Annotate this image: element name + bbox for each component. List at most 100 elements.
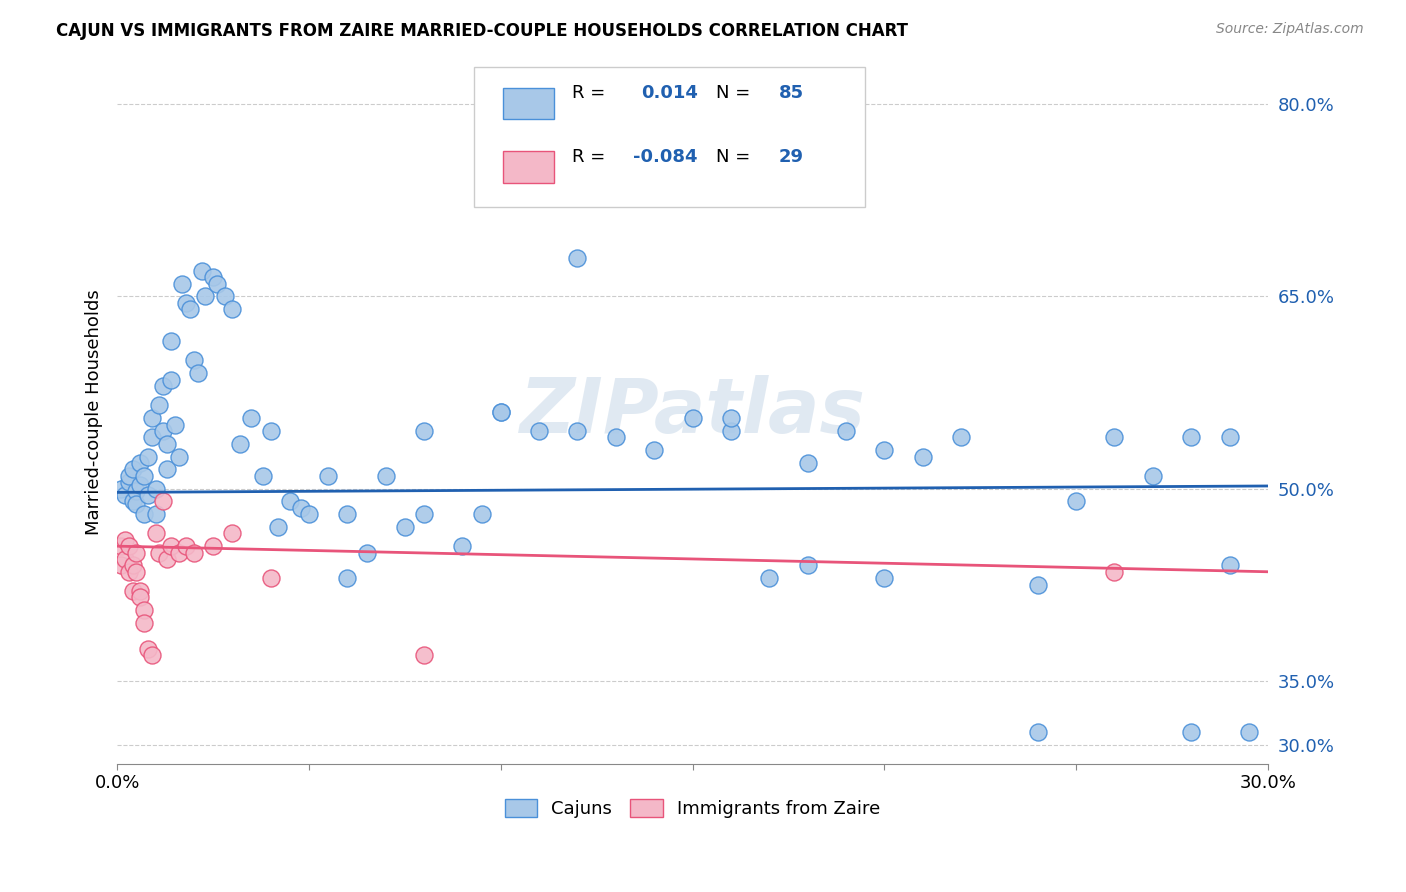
Point xyxy=(187,366,209,380)
FancyBboxPatch shape xyxy=(503,87,554,120)
Point xyxy=(118,468,141,483)
Point xyxy=(267,520,290,534)
Point xyxy=(229,436,252,450)
Point xyxy=(316,468,339,483)
Point xyxy=(167,545,190,559)
Point xyxy=(1180,430,1202,444)
Point xyxy=(136,450,159,464)
Point xyxy=(567,424,589,438)
Point xyxy=(110,482,132,496)
Point xyxy=(121,494,143,508)
Text: N =: N = xyxy=(716,148,755,166)
Point xyxy=(682,411,704,425)
Point xyxy=(796,456,818,470)
Point xyxy=(950,430,973,444)
Point xyxy=(336,571,359,585)
Point xyxy=(132,507,155,521)
Point xyxy=(252,468,274,483)
Point xyxy=(118,475,141,490)
Point xyxy=(413,507,436,521)
Point xyxy=(145,526,167,541)
Point xyxy=(336,507,359,521)
Point xyxy=(1026,724,1049,739)
FancyBboxPatch shape xyxy=(474,67,865,208)
Point xyxy=(174,539,197,553)
Text: 85: 85 xyxy=(779,85,804,103)
Point xyxy=(114,488,136,502)
Text: N =: N = xyxy=(716,85,755,103)
Y-axis label: Married-couple Households: Married-couple Households xyxy=(86,289,103,534)
Point xyxy=(278,494,301,508)
Point xyxy=(183,545,205,559)
Point xyxy=(413,648,436,662)
Point xyxy=(202,539,225,553)
Point xyxy=(141,430,163,444)
FancyBboxPatch shape xyxy=(503,151,554,183)
Point xyxy=(114,533,136,547)
Text: -0.084: -0.084 xyxy=(633,148,697,166)
Point xyxy=(1180,724,1202,739)
Point xyxy=(172,277,194,291)
Point xyxy=(156,462,179,476)
Point xyxy=(141,648,163,662)
Point xyxy=(221,302,243,317)
Point xyxy=(720,411,742,425)
Point xyxy=(394,520,416,534)
Point xyxy=(873,443,896,458)
Point xyxy=(179,302,201,317)
Point xyxy=(121,584,143,599)
Point xyxy=(110,539,132,553)
Point xyxy=(1237,724,1260,739)
Point xyxy=(125,565,148,579)
Point xyxy=(174,296,197,310)
Point xyxy=(183,353,205,368)
Point xyxy=(240,411,263,425)
Point xyxy=(125,497,148,511)
Point xyxy=(148,545,170,559)
Point xyxy=(1142,468,1164,483)
Point xyxy=(911,450,934,464)
Point xyxy=(121,558,143,573)
Point xyxy=(1026,577,1049,591)
Point xyxy=(221,526,243,541)
Point xyxy=(1104,565,1126,579)
Point xyxy=(160,539,183,553)
Point xyxy=(290,500,312,515)
Point xyxy=(1219,430,1241,444)
Point xyxy=(110,558,132,573)
Point xyxy=(125,545,148,559)
Point xyxy=(145,482,167,496)
Point xyxy=(132,615,155,630)
Point xyxy=(141,411,163,425)
Point xyxy=(125,484,148,499)
Point xyxy=(118,539,141,553)
Text: R =: R = xyxy=(572,85,616,103)
Point xyxy=(413,424,436,438)
Point xyxy=(167,450,190,464)
Point xyxy=(374,468,396,483)
Point xyxy=(129,456,152,470)
Point xyxy=(156,436,179,450)
Text: 0.014: 0.014 xyxy=(641,85,697,103)
Text: R =: R = xyxy=(572,148,610,166)
Point xyxy=(643,168,665,182)
Point xyxy=(145,507,167,521)
Point xyxy=(132,468,155,483)
Point xyxy=(758,571,780,585)
Point xyxy=(136,641,159,656)
Point xyxy=(163,417,186,432)
Point xyxy=(356,545,378,559)
Point xyxy=(605,430,627,444)
Point xyxy=(259,424,281,438)
Point xyxy=(298,507,321,521)
Point xyxy=(148,398,170,412)
Point xyxy=(152,379,174,393)
Point xyxy=(136,488,159,502)
Point xyxy=(527,424,550,438)
Text: 29: 29 xyxy=(779,148,804,166)
Point xyxy=(1064,494,1087,508)
Legend: Cajuns, Immigrants from Zaire: Cajuns, Immigrants from Zaire xyxy=(498,791,887,825)
Point xyxy=(129,591,152,605)
Point xyxy=(259,571,281,585)
Text: ZIPatlas: ZIPatlas xyxy=(520,375,866,449)
